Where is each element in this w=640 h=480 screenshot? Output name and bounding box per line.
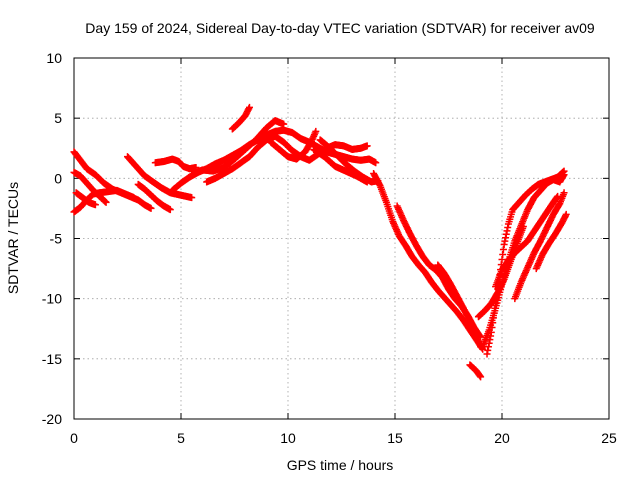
series-arc-7	[151, 155, 200, 173]
y-tick-label: 5	[54, 110, 62, 126]
series-arc-9	[188, 117, 288, 179]
data-point	[554, 192, 562, 200]
series-arc-18	[466, 361, 485, 381]
series-arc-15	[370, 170, 487, 353]
x-tick-label: 20	[494, 430, 510, 446]
y-tick-label: -5	[50, 231, 63, 247]
data-point	[363, 178, 371, 186]
data-point	[363, 142, 371, 150]
data-points	[70, 103, 570, 381]
series-arc-14	[310, 145, 371, 186]
series-arc-3	[70, 168, 110, 206]
data-point	[562, 210, 570, 218]
x-tick-label: 5	[177, 430, 185, 446]
y-tick-label: -20	[42, 411, 62, 427]
y-tick-label: 10	[46, 50, 62, 66]
data-point	[102, 198, 110, 206]
data-point	[372, 159, 380, 167]
data-point	[130, 194, 138, 202]
data-point	[245, 103, 253, 111]
series-arc-22	[511, 189, 568, 303]
data-point	[560, 189, 568, 197]
y-tick-label: 0	[54, 170, 62, 186]
x-axis-label: GPS time / hours	[287, 457, 394, 473]
series-arc-24	[532, 210, 570, 273]
series-arc-5	[124, 153, 196, 202]
series-arc-17	[434, 261, 485, 351]
data-point	[166, 206, 174, 214]
y-tick-label: -10	[42, 291, 62, 307]
x-tick-label: 25	[601, 430, 617, 446]
chart-title: Day 159 of 2024, Sidereal Day-to-day VTE…	[85, 20, 595, 36]
data-point	[188, 194, 196, 202]
series-arc-4	[72, 189, 99, 209]
data-point	[147, 204, 155, 212]
data-point	[560, 171, 568, 179]
y-tick-label: -15	[42, 351, 62, 367]
y-tick-labels: -20 -15 -10 -5 0 5 10	[42, 50, 62, 427]
data-point	[312, 127, 320, 135]
y-axis-label: SDTVAR / TECUs	[5, 182, 21, 294]
series-arc-6	[134, 180, 174, 214]
data-point	[280, 120, 288, 128]
series-arc-12	[267, 127, 320, 163]
x-tick-label: 0	[70, 430, 78, 446]
series-arc-11	[228, 103, 253, 133]
x-tick-label: 15	[387, 430, 403, 446]
data-point	[91, 201, 99, 209]
x-tick-label: 10	[280, 430, 296, 446]
tick-marks	[73, 57, 610, 420]
series-arc-23	[492, 192, 562, 291]
data-point	[477, 373, 485, 381]
x-tick-labels: 0 5 10 15 20 25	[70, 430, 617, 446]
